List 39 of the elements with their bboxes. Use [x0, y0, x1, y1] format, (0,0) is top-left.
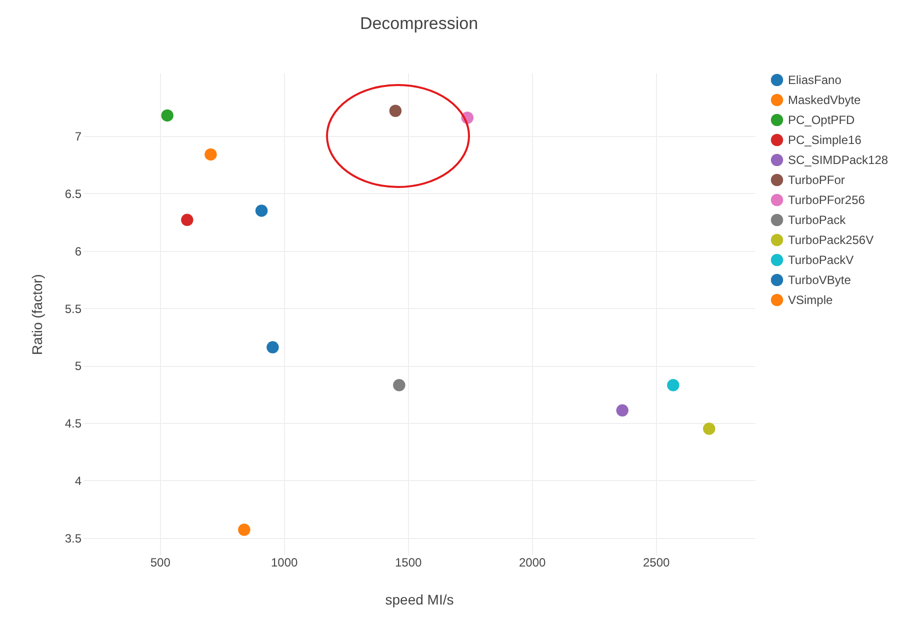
point	[161, 109, 174, 122]
legend-label: PC_OptPFD	[788, 113, 856, 127]
y-tick-label: 5.5	[64, 302, 82, 316]
legend-label: TurboPack	[788, 213, 847, 227]
point	[393, 379, 406, 392]
legend-label: TurboPFor	[788, 173, 845, 187]
x-axis-title: speed MI/s	[385, 592, 454, 608]
y-tick-label: 6	[74, 244, 82, 258]
legend-label: VSimple	[788, 293, 834, 307]
y-axis-title: Ratio (factor)	[28, 274, 45, 355]
x-tick-label: 2500	[642, 556, 670, 570]
chart-title: Decompression	[360, 14, 478, 33]
x-tick-label: 1500	[394, 556, 422, 570]
point	[181, 214, 194, 226]
legend-label: EliasFano	[788, 73, 842, 87]
point	[667, 379, 680, 392]
point	[204, 148, 217, 161]
point	[238, 524, 250, 536]
legend-label: PC_Simple16	[788, 133, 862, 147]
point	[389, 104, 402, 117]
x-tick-label: 500	[150, 556, 171, 570]
legend-label: TurboVByte	[788, 273, 852, 287]
y-tick-label: 3.5	[64, 531, 82, 546]
y-tick-label: 5	[74, 359, 82, 374]
y-tick-label: 6.5	[64, 187, 82, 201]
legend-label: TurboPFor256	[788, 193, 866, 207]
point	[616, 404, 628, 417]
legend-label: MaskedVbyte	[788, 93, 862, 107]
y-tick-label: 4	[74, 474, 82, 488]
x-tick-label: 2000	[518, 556, 546, 570]
point	[703, 422, 716, 435]
point	[266, 341, 279, 354]
legend-label: SC_SIMDPack128	[788, 153, 888, 167]
x-tick-label: 1000	[271, 556, 298, 570]
y-tick-label: 4.5	[64, 416, 82, 431]
point	[255, 204, 268, 217]
y-tick-label: 7	[74, 130, 82, 144]
legend-label: TurboPackV	[788, 253, 854, 267]
legend-label: TurboPack256V	[788, 233, 874, 247]
